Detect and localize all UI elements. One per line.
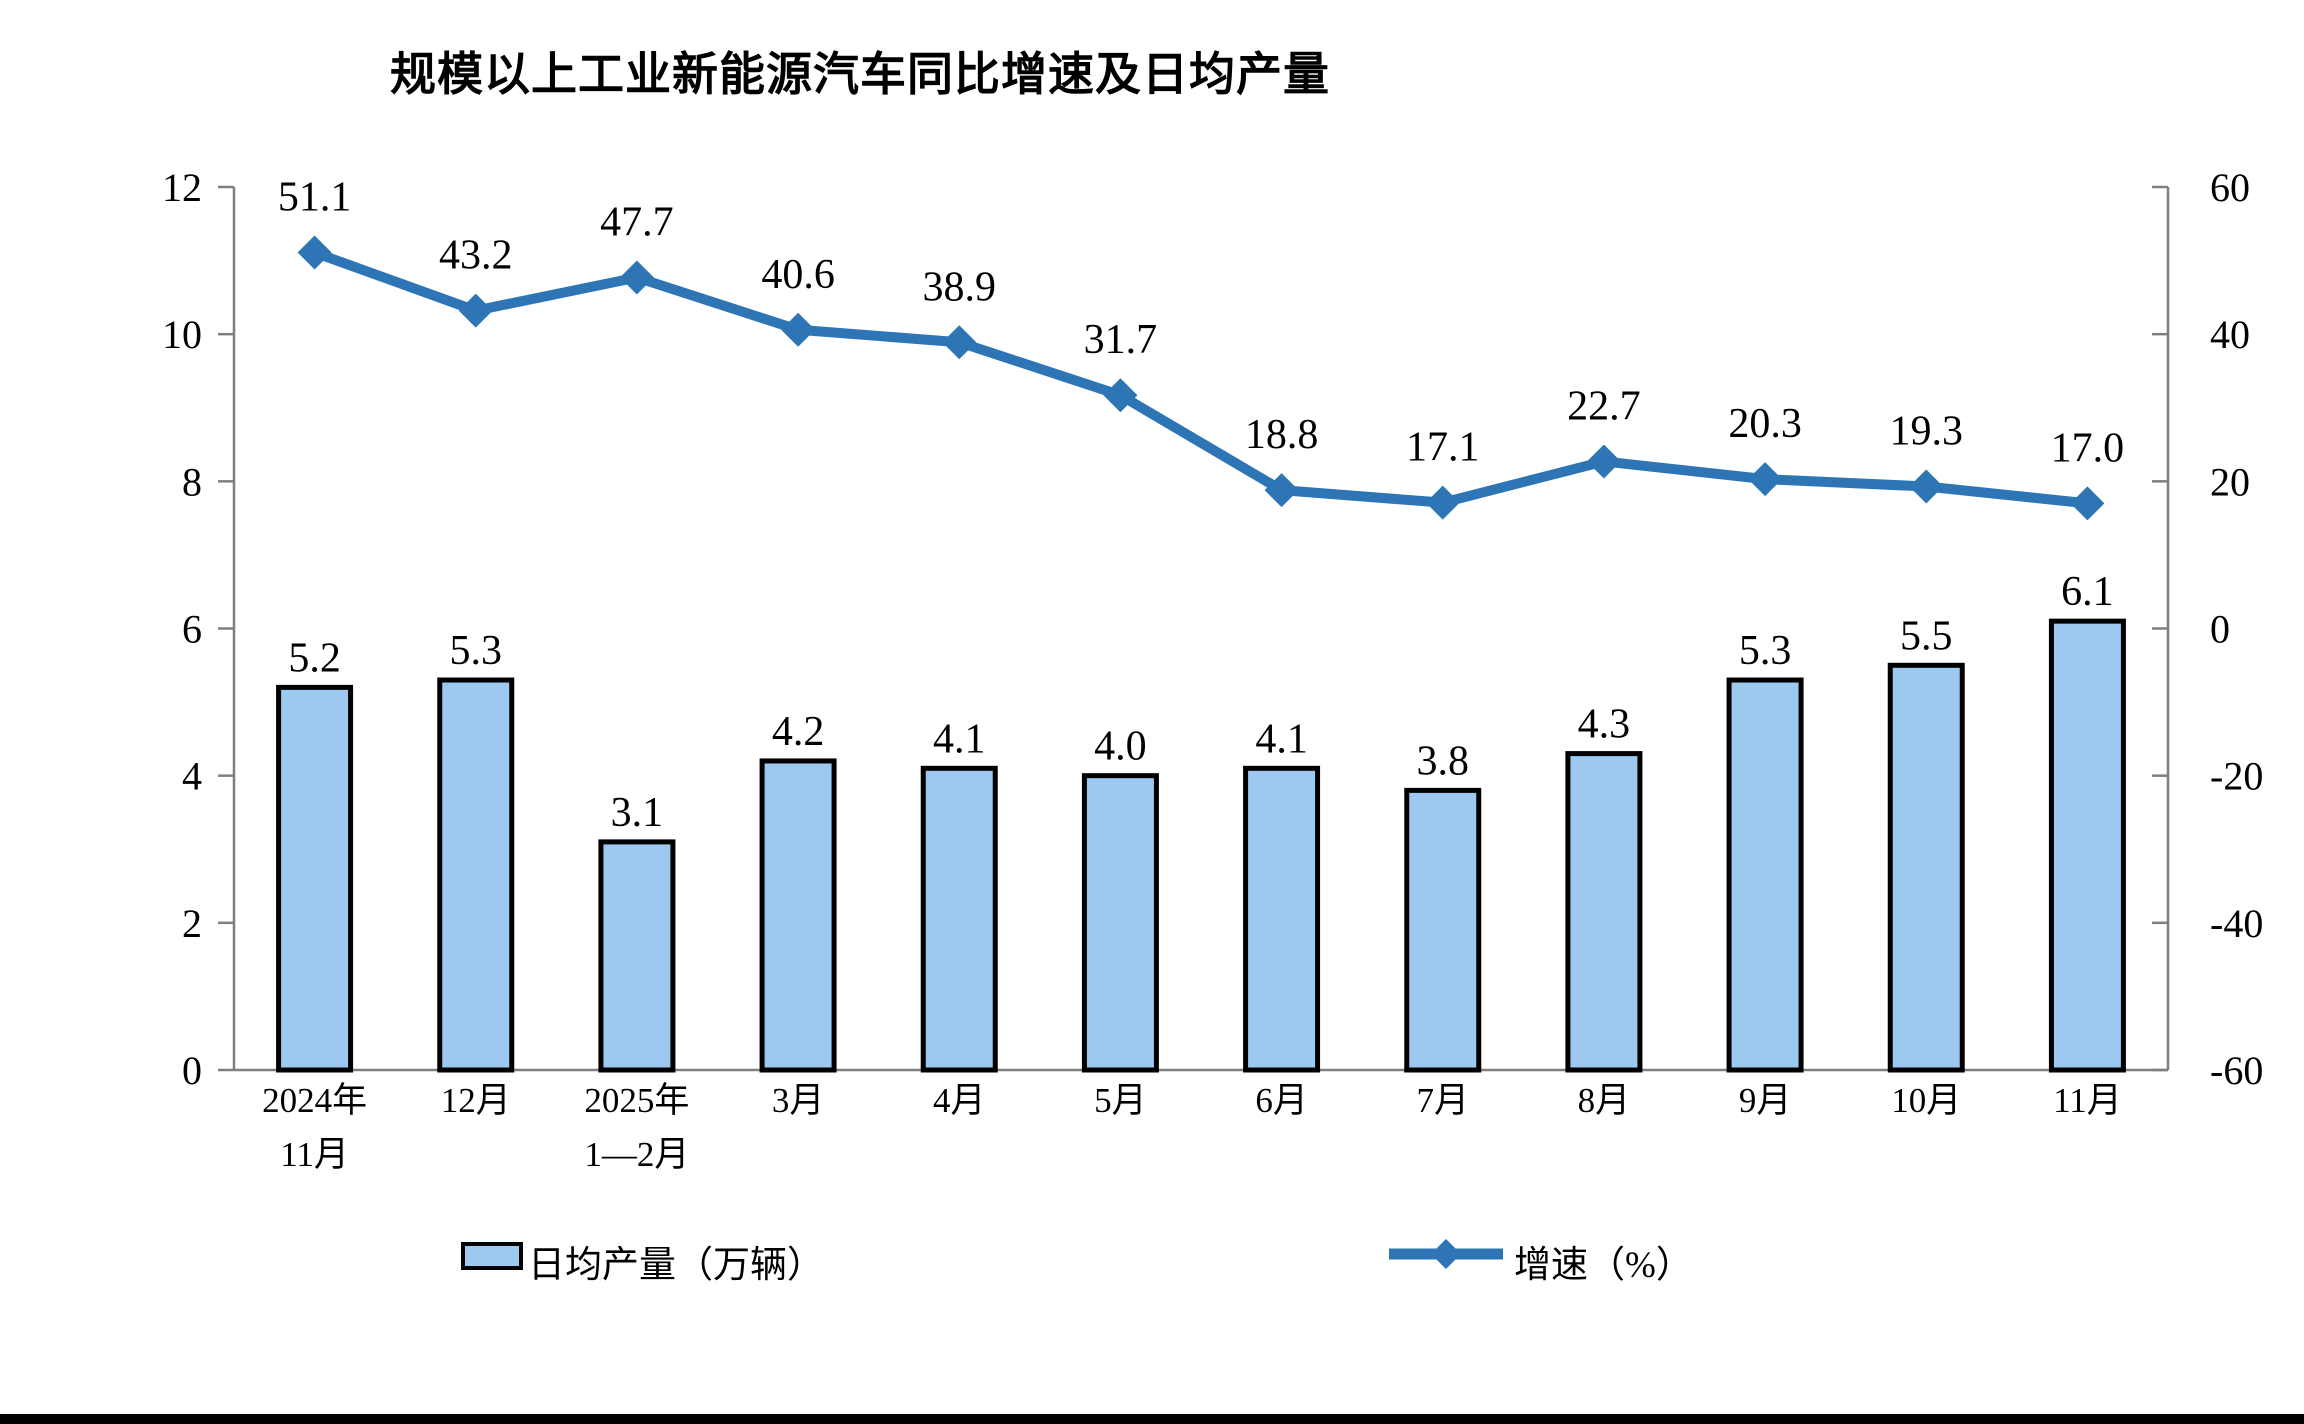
diamond-marker-icon — [458, 293, 493, 328]
line-value-label: 19.3 — [1890, 408, 1964, 454]
diamond-marker-icon — [1586, 444, 1621, 479]
left-axis-tick-label: 4 — [182, 754, 202, 799]
left-axis-tick-label: 12 — [162, 165, 202, 210]
left-axis-tick-label: 0 — [182, 1048, 202, 1093]
x-axis-category-label: 10月 — [1891, 1081, 1961, 1120]
left-axis-tick-label: 10 — [162, 312, 202, 357]
bar-value-label: 4.3 — [1578, 702, 1631, 748]
bar-value-label: 3.1 — [611, 790, 664, 836]
right-axis-tick-label: 60 — [2210, 165, 2250, 210]
chart-title: 规模以上工业新能源汽车同比增速及日均产量 — [390, 48, 1330, 100]
right-axis-tick-label: 20 — [2210, 459, 2250, 504]
left-axis-tick-label: 6 — [182, 607, 202, 652]
x-axis-category-label: 1—2月 — [584, 1135, 689, 1174]
bar-value-label: 5.3 — [1739, 628, 1792, 674]
x-axis-category-label: 4月 — [933, 1081, 986, 1120]
bar — [1404, 787, 1482, 1073]
growth-line — [309, 247, 2093, 509]
right-axis-tick-label: 0 — [2210, 607, 2230, 652]
diamond-marker-icon — [1909, 469, 1944, 504]
bar-value-label: 5.3 — [450, 628, 503, 674]
diamond-marker-icon — [619, 260, 654, 295]
line-value-label: 18.8 — [1245, 412, 1319, 458]
diamond-marker-icon — [2070, 486, 2105, 521]
line-value-label: 31.7 — [1084, 317, 1158, 363]
x-axis-category-label: 11月 — [2053, 1081, 2122, 1120]
line-value-label: 17.0 — [2051, 425, 2125, 471]
left-axis-tick-label: 2 — [182, 901, 202, 946]
bar-value-label: 4.1 — [933, 716, 986, 762]
diamond-marker-icon — [1425, 485, 1460, 520]
diamond-marker-icon — [942, 325, 977, 360]
x-axis-category-label: 2025年 — [584, 1081, 689, 1120]
diamond-marker-icon — [297, 235, 332, 270]
diamond-marker-icon — [1264, 473, 1299, 508]
bar-value-label: 4.1 — [1255, 716, 1308, 762]
diamond-marker-icon — [1103, 378, 1138, 413]
bar — [1726, 677, 1804, 1073]
x-axis-category-label: 5月 — [1094, 1081, 1147, 1120]
x-axis-category-label: 9月 — [1739, 1081, 1792, 1120]
right-axis-tick-label: -40 — [2210, 901, 2263, 946]
bar-value-label: 5.5 — [1900, 613, 1953, 659]
diamond-marker-icon — [1748, 462, 1783, 497]
legend-line-label: 增速（%） — [1514, 1245, 1693, 1286]
bar — [1565, 751, 1643, 1073]
legend-diamond-icon — [1431, 1239, 1461, 1269]
bar — [1081, 773, 1159, 1073]
line-value-label: 51.1 — [278, 174, 352, 220]
bottom-border — [0, 1414, 2304, 1424]
bar-value-label: 4.0 — [1094, 724, 1147, 770]
x-axis-category-label: 2024年 — [262, 1081, 367, 1120]
line-value-label: 22.7 — [1567, 383, 1641, 429]
x-axis-category-label: 7月 — [1416, 1081, 1469, 1120]
x-axis-category-label: 3月 — [772, 1081, 825, 1120]
left-axis-tick-label: 8 — [182, 459, 202, 504]
line-value-label: 47.7 — [600, 200, 674, 246]
right-axis-tick-label: -60 — [2210, 1048, 2263, 1093]
bar-value-label: 6.1 — [2061, 569, 2114, 615]
bar — [759, 758, 837, 1073]
bar — [920, 765, 998, 1073]
bar — [276, 684, 354, 1073]
legend-bar-swatch-icon — [461, 1242, 523, 1270]
x-axis-category-label: 6月 — [1255, 1081, 1308, 1120]
bar-value-label: 5.2 — [288, 635, 341, 681]
line-value-label: 17.1 — [1406, 425, 1480, 471]
line-value-label: 38.9 — [923, 264, 997, 310]
bar — [598, 839, 676, 1073]
x-axis-category-label: 12月 — [441, 1081, 511, 1120]
x-axis-category-label: 11月 — [280, 1135, 349, 1174]
line-value-label: 40.6 — [761, 252, 835, 298]
bar-value-label: 3.8 — [1417, 738, 1470, 784]
legend-line-swatch-icon — [1389, 1239, 1503, 1269]
line-value-label: 43.2 — [439, 233, 513, 279]
diamond-marker-icon — [781, 312, 816, 347]
bar-value-label: 4.2 — [772, 709, 825, 755]
bar — [437, 677, 515, 1073]
legend-bar-label: 日均产量（万辆） — [528, 1245, 824, 1286]
right-axis-tick-label: -20 — [2210, 754, 2263, 799]
right-axis-tick-label: 40 — [2210, 312, 2250, 357]
bar — [1887, 662, 1965, 1073]
bar — [1243, 765, 1321, 1073]
x-axis-category-label: 8月 — [1578, 1081, 1631, 1120]
line-value-label: 20.3 — [1728, 401, 1802, 447]
bar — [2048, 618, 2126, 1073]
